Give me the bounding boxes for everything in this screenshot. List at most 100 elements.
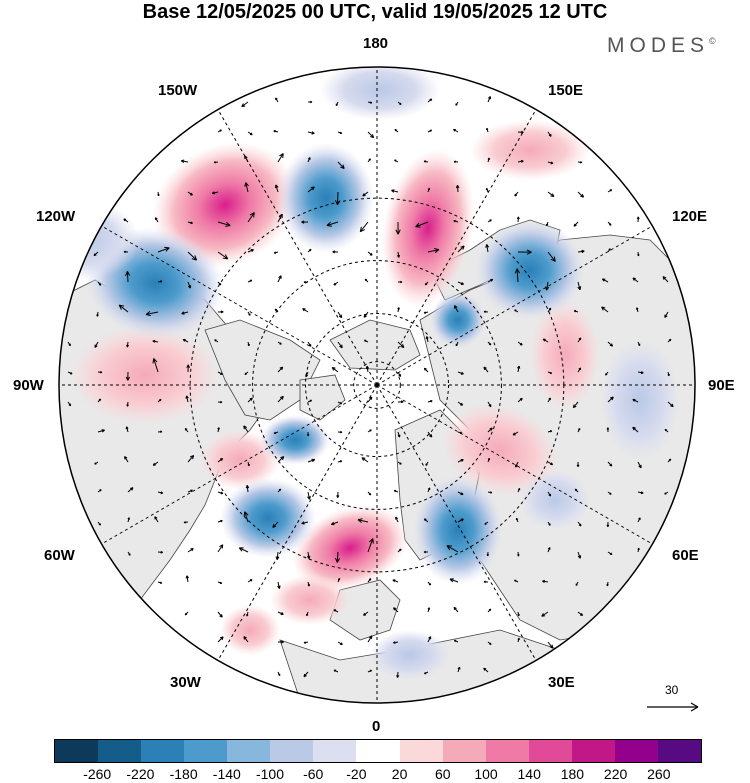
wind-arrow [363,311,369,318]
wind-arrow [97,489,102,493]
wind-arrow [365,365,369,373]
wind-arrow [123,218,129,223]
wind-arrow [361,457,369,463]
wind-arrow [217,427,220,433]
wind-arrow [455,341,459,347]
wind-arrow [277,611,284,615]
colorbar-tick-label: -260 [83,766,112,782]
wind-arrow [97,429,105,433]
lon-label-150e: 150E [548,82,584,99]
wind-arrow [577,551,582,559]
colorbar-tick-label: 20 [391,766,408,782]
lon-label-60w: 60W [44,547,75,564]
colorbar-swatch [399,740,443,762]
reference-vector-value: 30 [665,683,679,697]
wind-arrow [453,160,459,163]
lon-label-0: 0 [372,718,381,735]
wind-arrow [333,609,339,613]
wind-arrow [187,281,192,289]
wind-arrow [307,186,315,193]
wind-arrow [274,308,279,313]
wind-arrow [547,461,554,466]
wind-arrow [277,488,282,493]
wind-arrow [427,581,432,586]
wind-arrow [187,251,198,261]
wind-arrow [517,397,523,403]
wind-arrow [457,518,464,523]
colorbar-swatch [657,740,701,762]
colorbar-swatch [442,740,486,762]
landmass [329,319,421,371]
wind-arrow [247,131,253,136]
lon-label-180: 180 [363,35,389,52]
wind-arrow [217,221,231,227]
wind-arrow [273,251,279,254]
wind-arrow [637,547,640,553]
wind-arrow [577,161,583,164]
wind-arrow [359,221,369,233]
wind-arrow [277,671,281,676]
wind-arrow [607,551,613,556]
wind-arrow [247,311,251,316]
wind-arrow [241,101,249,108]
meridian-line [217,384,378,661]
meridian-line [217,109,378,386]
wind-arrow [307,341,312,347]
colorbar-tick-label: -180 [169,766,198,782]
colorbar-tick-label: 140 [517,766,541,782]
negative-anomaly [220,478,316,558]
wind-arrow [483,310,489,313]
colorbar-swatch [614,740,658,762]
wind-arrow [126,401,129,407]
wind-arrow [427,247,440,254]
negative-anomaly [475,220,585,320]
wind-arrow [367,578,372,583]
lon-label-150w: 150W [158,82,198,99]
negative-anomaly [320,67,440,120]
wind-arrow [126,341,130,348]
wind-arrow [127,551,131,556]
negative-anomaly [600,340,680,460]
wind-arrow [545,281,550,291]
wind-arrow [307,491,311,500]
negative-anomaly [278,143,374,253]
wind-arrow [275,551,280,560]
wind-arrow [244,155,249,163]
lon-label-30w: 30W [170,674,201,691]
wind-arrow [217,491,224,495]
wind-arrow [307,581,311,587]
wind-arrow [217,310,224,314]
wind-arrow [607,189,613,193]
wind-arrow [547,397,551,403]
wind-arrow [302,308,309,313]
wind-arrow [457,371,464,375]
lon-label-120e: 120E [672,208,708,225]
wind-arrow [217,129,222,133]
colorbar-tick-label: -100 [255,766,285,782]
wind-arrow [181,311,189,315]
wind-arrow [277,366,284,373]
wind-arrow [187,454,195,463]
wind-arrow [94,341,99,348]
wind-arrow [217,400,223,404]
wind-arrow [423,671,429,675]
wind-arrow [575,581,579,586]
wind-arrow [517,365,521,373]
wind-arrow [125,371,130,381]
wind-arrow [332,250,339,254]
wind-arrow [187,547,194,553]
wind-arrow [395,221,401,235]
meridian-line [376,384,537,661]
negative-anomaly [152,142,298,268]
colorbar-swatch [55,740,99,762]
wind-arrow [274,184,279,193]
wind-arrow [217,281,222,286]
modes-logo: MODES© [607,34,716,58]
wind-arrow [331,366,339,373]
logo-text: MODES [607,34,710,57]
wind-arrow [337,641,343,646]
wind-arrow [423,367,429,373]
wind-arrow [425,461,429,466]
wind-arrow [486,551,490,557]
wind-arrow [424,281,429,286]
